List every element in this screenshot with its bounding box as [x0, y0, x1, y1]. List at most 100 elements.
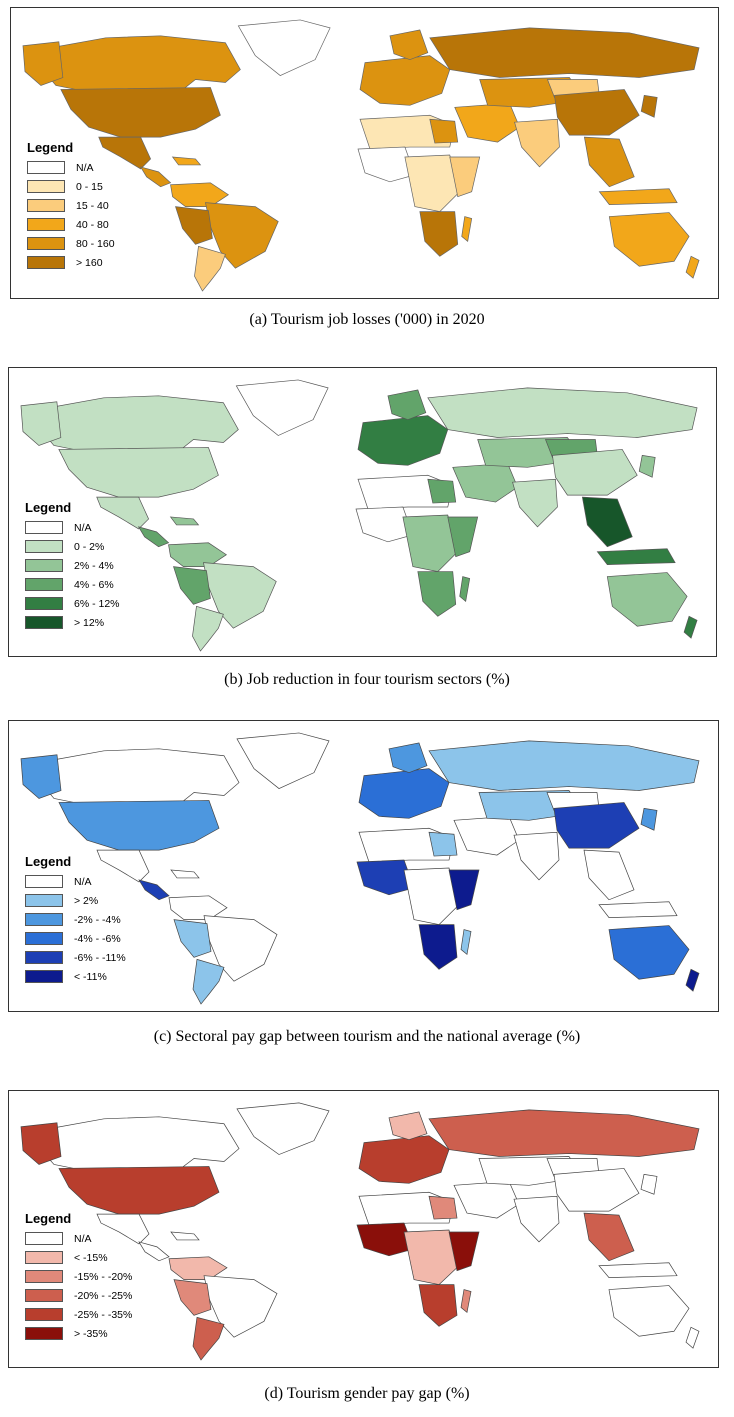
legend-label: 40 - 80 [76, 218, 109, 231]
region-brazil [203, 915, 278, 982]
legend-title: Legend [25, 500, 72, 515]
region-mexico [96, 1213, 150, 1245]
region-usa [60, 87, 221, 138]
region-indonesia [598, 901, 678, 918]
region-russia [428, 1109, 700, 1157]
region-russia [428, 740, 700, 791]
region-canada [38, 1116, 240, 1178]
region-japan-korea [638, 454, 656, 478]
legend-label: 2% - 4% [74, 559, 114, 572]
region-egypt [429, 118, 459, 144]
region-central-america [138, 879, 170, 901]
region-indonesia [598, 1262, 678, 1278]
legend-label: 0 - 15 [76, 180, 103, 193]
region-madagascar [461, 216, 473, 243]
region-middle-east [453, 1180, 520, 1219]
region-caribbean [171, 156, 202, 166]
region-india [513, 1195, 560, 1243]
world-map-sectoral-pay-gap [20, 732, 700, 1005]
legend-swatch [25, 970, 63, 983]
legend-label: N/A [74, 1232, 92, 1245]
legend-swatch [25, 913, 63, 926]
region-europe [357, 415, 449, 466]
legend-swatch [27, 256, 65, 269]
region-brazil [203, 562, 277, 629]
region-middle-east [454, 102, 520, 143]
region-egypt [428, 831, 458, 857]
region-usa [58, 1166, 220, 1215]
region-central-america [137, 526, 170, 548]
legend-swatch [27, 180, 65, 193]
legend-swatch [27, 237, 65, 250]
legend-row: 40 - 80 [27, 215, 115, 234]
region-canada [38, 395, 239, 460]
region-australia [608, 925, 690, 980]
legend-swatch [25, 1270, 63, 1283]
region-peru-bolivia [175, 206, 213, 245]
region-southern-africa [418, 924, 458, 970]
region-madagascar [459, 576, 471, 603]
world-map-gender-pay-gap [20, 1102, 700, 1361]
legend-label: < -11% [74, 970, 107, 983]
region-new-zealand [685, 255, 700, 279]
region-greenland [237, 19, 331, 76]
region-madagascar [460, 929, 472, 956]
legend-swatch [25, 932, 63, 945]
region-central-africa [403, 1229, 460, 1285]
legend-swatch [25, 894, 63, 907]
region-russia [427, 387, 698, 438]
legend-swatch [25, 1232, 63, 1245]
legend-swatch [27, 199, 65, 212]
region-mexico [98, 136, 152, 170]
region-new-zealand [685, 1326, 700, 1349]
legend-swatch [25, 540, 63, 553]
region-alaska [20, 754, 62, 799]
legend-title: Legend [25, 854, 72, 869]
region-alaska [20, 401, 62, 446]
region-alaska [22, 41, 64, 86]
region-caribbean [169, 516, 200, 526]
region-southern-africa [418, 1284, 458, 1327]
legend-label: 80 - 160 [76, 237, 115, 250]
region-argentina-chile [192, 1316, 225, 1361]
region-west-africa [357, 146, 416, 183]
region-middle-east [453, 815, 520, 856]
legend-row: 15 - 40 [27, 196, 115, 215]
region-caribbean [170, 869, 200, 879]
region-southeast-asia [583, 1212, 635, 1262]
region-central-africa [403, 867, 460, 925]
region-japan-korea [640, 1174, 658, 1195]
region-europe [358, 768, 450, 819]
legend-row: N/A [25, 518, 120, 537]
region-east-africa [449, 156, 481, 198]
legend-row: > 160 [27, 253, 115, 272]
legend-label: -6% - -11% [74, 951, 126, 964]
region-australia [608, 1285, 690, 1337]
region-east-africa [448, 869, 480, 911]
region-greenland [236, 1102, 330, 1155]
legend-label: 15 - 40 [76, 199, 109, 212]
region-scandinavia [387, 389, 427, 421]
legend-swatch [25, 1289, 63, 1302]
legend-swatch [25, 578, 63, 591]
legend-row: 6% - 12% [25, 594, 120, 613]
legend-row: < -15% [25, 1248, 132, 1267]
region-mexico [96, 849, 150, 883]
region-china [553, 1168, 640, 1212]
legend-swatch [25, 875, 63, 888]
region-scandinavia [389, 29, 429, 61]
region-central-america [139, 166, 172, 188]
region-argentina-chile [192, 958, 225, 1005]
legend-row: 80 - 160 [27, 234, 115, 253]
legend-d: Legend N/A < -15% -15% - -20% -20% - -25… [25, 1211, 132, 1343]
legend-swatch [25, 951, 63, 964]
region-peru-bolivia [173, 566, 211, 605]
world-map-job-losses [22, 19, 700, 292]
region-australia [606, 572, 688, 627]
legend-swatch [25, 1327, 63, 1340]
legend-label: N/A [74, 521, 92, 534]
legend-row: > 12% [25, 613, 120, 632]
legend-label: 4% - 6% [74, 578, 114, 591]
region-southern-africa [419, 211, 459, 257]
legend-b: Legend N/A 0 - 2% 2% - 4% 4% - 6% 6% - 1… [25, 500, 120, 632]
